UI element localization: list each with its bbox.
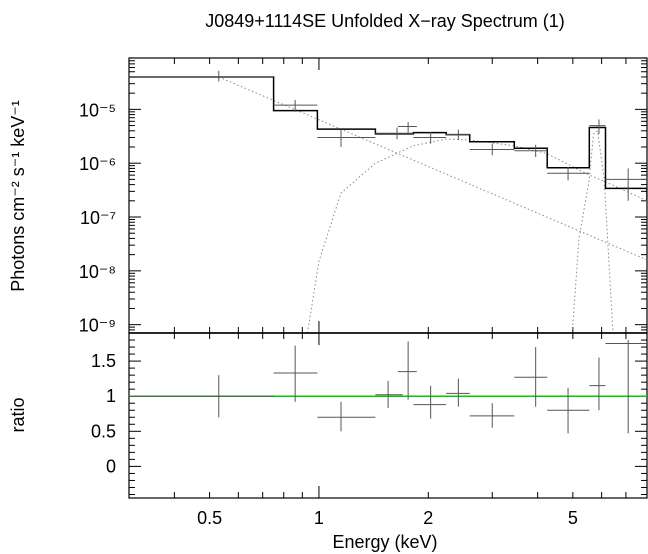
x-tick-label: 0.5: [197, 508, 222, 528]
upper-y-axis-label: Photons cm⁻² s⁻¹ keV⁻¹: [8, 100, 28, 292]
upper-y-tick-label: 10⁻⁹: [79, 316, 116, 336]
x-tick-label: 1: [314, 508, 324, 528]
x-tick-label: 2: [423, 508, 433, 528]
lower-plot-area: [129, 340, 647, 434]
powerlaw-component: [218, 76, 647, 261]
upper-frame: [128, 57, 648, 334]
lower-y-tick-label: 0.5: [91, 421, 116, 441]
upper-plot-area: [129, 70, 647, 333]
lower-frame: [128, 332, 648, 499]
upper-y-tick-label: 10⁻⁶: [79, 154, 116, 174]
lower-y-tick-label: 1.5: [91, 351, 116, 371]
lower-panel: 0.5 1 2 5 0 0.5 1 1.5: [91, 332, 648, 528]
x-axis-label: Energy (keV): [332, 532, 437, 552]
upper-y-tick-label: 10⁻⁸: [79, 262, 116, 282]
lower-y-tick-label: 1: [106, 386, 116, 406]
x-tick-label: 5: [568, 508, 578, 528]
upper-y-tick-label: 10⁻⁷: [80, 208, 116, 228]
absorbed-component: [307, 138, 647, 333]
chart-title: J0849+1114SE Unfolded X−ray Spectrum (1): [205, 11, 565, 31]
total-model: [129, 76, 647, 200]
line-component: [571, 129, 614, 333]
lower-y-axis-label: ratio: [8, 397, 28, 432]
lower-y-tick-label: 0: [106, 456, 116, 476]
upper-panel: 10⁻⁹ 10⁻⁸ 10⁻⁷ 10⁻⁶ 10⁻⁵: [79, 57, 648, 498]
upper-y-tick-label: 10⁻⁵: [79, 100, 116, 120]
